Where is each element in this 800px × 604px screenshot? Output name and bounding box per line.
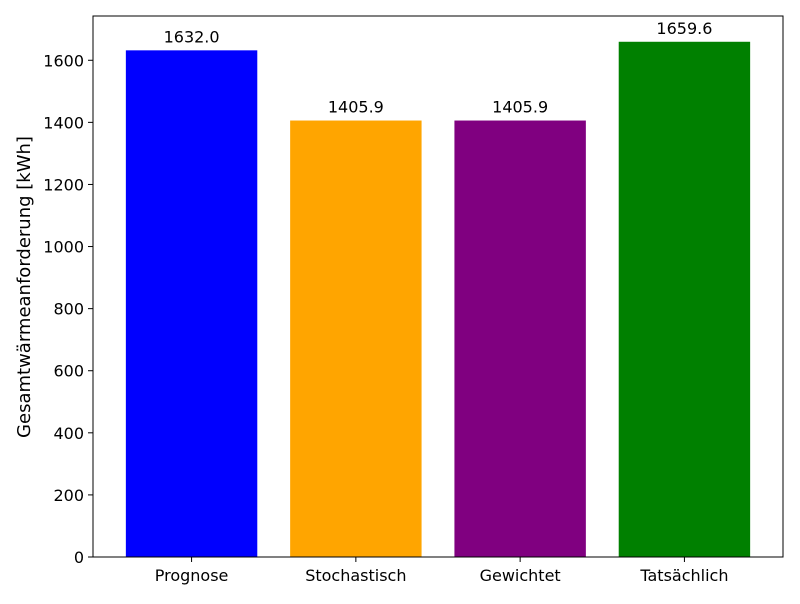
y-tick-label: 600 (53, 362, 84, 381)
y-tick-label: 200 (53, 486, 84, 505)
x-tick-label: Stochastisch (305, 566, 406, 585)
y-tick-label: 1000 (43, 238, 84, 257)
y-axis: 0 200 400 600 800 1000 1200 1400 1600 (43, 51, 93, 567)
bar-value-label: 1632.0 (164, 27, 220, 46)
bars-layer (125, 41, 751, 558)
x-tick-label: Tatsächlich (639, 566, 728, 585)
plot-frame (92, 15, 784, 558)
y-tick-label: 1600 (43, 51, 84, 70)
y-tick-label: 400 (53, 424, 84, 443)
x-axis: Prognose Stochastisch Gewichtet Tatsächlich (155, 557, 728, 585)
bar-value-label: 1405.9 (328, 98, 384, 117)
bar-value-label: 1405.9 (492, 98, 548, 117)
bar-value-label: 1659.6 (656, 19, 712, 38)
x-tick-label: Prognose (155, 566, 229, 585)
y-axis-label: Gesamtwärmeanforderung [kWh] (14, 136, 35, 438)
bar-tatsächlich (618, 41, 751, 557)
y-tick-label: 0 (74, 548, 84, 567)
bar-gewichtet (454, 120, 586, 558)
y-tick-label: 800 (53, 300, 84, 319)
y-tick-label: 1200 (43, 175, 84, 194)
value-labels-layer: 1632.0 1405.9 1405.9 1659.6 (164, 19, 713, 117)
bar-stochastisch (290, 120, 422, 558)
y-tick-label: 1400 (43, 113, 84, 132)
bar-prognose (125, 50, 258, 557)
x-tick-label: Gewichtet (480, 566, 561, 585)
